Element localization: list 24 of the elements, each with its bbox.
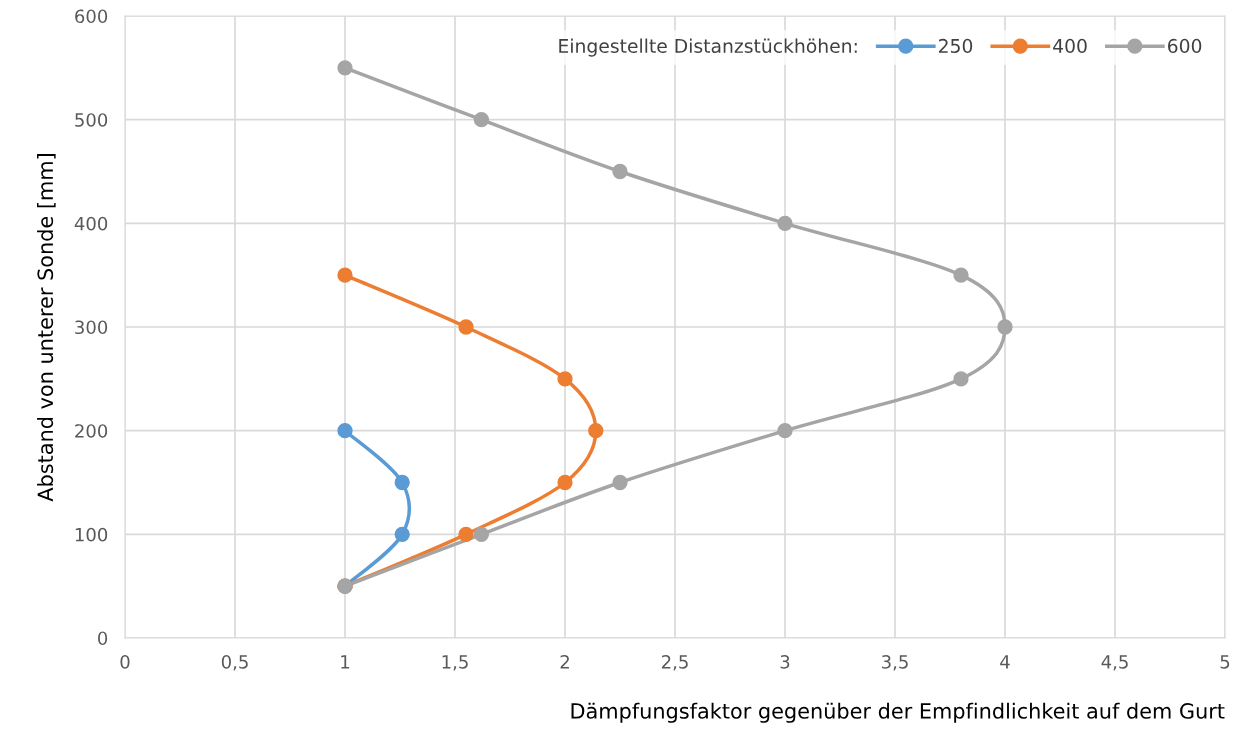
x-tick-label: 0,5 <box>221 654 248 671</box>
x-axis-title: Dämpfungsfaktor gegenüber der Empfindlichkeit auf dem Gurt <box>571 702 1225 723</box>
x-tick-label: 5 <box>1220 655 1230 669</box>
y-tick-label: 500 <box>75 113 108 127</box>
x-tick-label: 3 <box>780 654 790 669</box>
y-tick-label: 100 <box>75 527 108 542</box>
y-tick-label: 600 <box>75 9 108 24</box>
y-tick-label: 300 <box>75 320 108 335</box>
x-tick-label: 4,5 <box>1101 655 1128 671</box>
y-tick-label: 200 <box>75 424 108 438</box>
y-tick-label: 400 <box>74 216 108 231</box>
x-tick-label: 2 <box>560 654 569 669</box>
x-tick-label: 4 <box>1000 655 1010 669</box>
legend-label: 600 <box>1168 38 1202 54</box>
x-tick-label: 2,5 <box>661 654 688 671</box>
legend-title: Eingestellte Distanzstückhöhen: <box>559 38 857 57</box>
legend-label: 400 <box>1053 38 1087 54</box>
y-axis-title: Abstand von unterer Sonde [mm] <box>37 154 56 502</box>
y-tick-label: 0 <box>98 631 108 646</box>
x-tick-label: 1,5 <box>442 655 468 671</box>
x-tick-label: 3,5 <box>882 654 908 671</box>
legend-label: 250 <box>939 38 973 54</box>
x-tick-label: 1 <box>341 655 350 669</box>
x-tick-label: 0 <box>120 654 130 669</box>
